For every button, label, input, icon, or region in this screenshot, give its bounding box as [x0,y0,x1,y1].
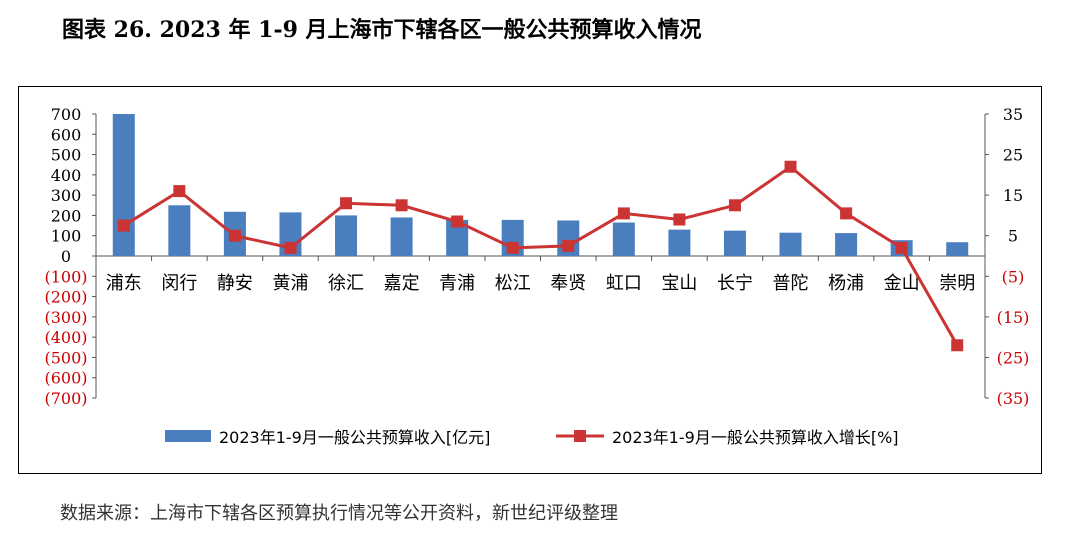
y-left-tick-label: 200 [51,206,82,225]
growth-point-12 [728,199,741,212]
y-left-tick-label: 500 [51,146,82,165]
growth-point-8 [506,241,519,254]
bar-1 [112,114,135,256]
bar-14 [835,233,858,256]
x-tick-label: 徐汇 [328,273,364,294]
source-note: 数据来源：上海市下辖各区预算执行情况等公开资料，新世纪评级整理 [60,503,618,524]
y-right-tick-label: 25 [1003,146,1023,165]
x-tick-label: 青浦 [439,273,475,294]
x-tick-label: 闵行 [161,273,197,294]
y-left-tick-label: (700) [44,389,87,408]
growth-point-5 [340,197,353,210]
bar-13 [779,232,802,256]
legend-line-marker [574,430,586,442]
bar-11 [668,229,691,256]
growth-point-10 [617,207,630,220]
y-left-tick-label: 100 [51,227,82,246]
y-right-tick-label: (15) [997,308,1030,327]
y-right-tick-label: (5) [1002,267,1025,286]
growth-point-1 [117,219,130,232]
growth-point-15 [895,241,908,254]
growth-point-3 [228,229,241,242]
y-right-tick-label: (25) [997,348,1030,367]
y-left-tick-label: 700 [51,105,82,124]
x-tick-label: 崇明 [939,273,975,294]
x-tick-label: 金山 [884,273,920,294]
y-left-tick-label: (300) [44,308,87,327]
chart-title: 图表 26. 2023 年 1-9 月上海市下辖各区一般公共预算收入情况 [62,17,702,43]
growth-point-13 [784,160,797,173]
y-left-tick-label: (500) [44,348,87,367]
legend-bar-label: 2023年1-9月一般公共预算收入[亿元] [219,428,490,447]
y-left-tick-label: 300 [51,186,82,205]
bar-5 [335,215,358,256]
growth-point-2 [173,185,186,198]
y-left-tick-label: (100) [44,267,87,286]
x-tick-label: 杨浦 [828,273,864,294]
growth-point-11 [673,213,686,226]
x-tick-label: 虹口 [606,273,642,294]
bar-2 [168,205,191,256]
x-tick-label: 黄浦 [272,273,308,294]
chart-frame [18,86,1042,474]
x-tick-label: 普陀 [773,273,809,294]
x-tick-label: 宝山 [661,273,697,294]
bar-6 [390,217,413,256]
x-tick-label: 浦东 [106,273,142,294]
y-left-tick-label: (400) [44,328,87,347]
y-right-tick-label: 5 [1008,227,1018,246]
y-right-tick-label: 35 [1003,105,1023,124]
x-tick-label: 松江 [495,273,531,294]
x-tick-label: 奉贤 [550,273,586,294]
y-left-tick-label: (600) [44,369,87,388]
growth-point-6 [395,199,408,212]
growth-point-7 [451,215,464,228]
y-right-tick-label: 15 [1003,186,1023,205]
y-left-tick-label: 0 [61,247,71,266]
legend-line-label: 2023年1-9月一般公共预算收入增长[%] [612,428,899,447]
bar-16 [946,242,969,256]
growth-point-9 [562,239,575,252]
y-left-tick-label: 400 [51,166,82,185]
x-tick-label: 静安 [217,273,253,294]
legend-bar-swatch [165,430,211,442]
bar-10 [612,222,635,256]
bar-12 [723,230,746,256]
y-left-tick-label: (200) [44,288,87,307]
y-left-tick-label: 600 [51,125,82,144]
growth-line [122,164,959,347]
growth-point-4 [284,241,297,254]
growth-point-14 [840,207,853,220]
x-tick-label: 长宁 [717,273,753,294]
growth-point-16 [951,339,964,352]
bar-7 [446,219,469,256]
x-tick-label: 嘉定 [384,273,420,294]
y-right-tick-label: (35) [997,389,1030,408]
